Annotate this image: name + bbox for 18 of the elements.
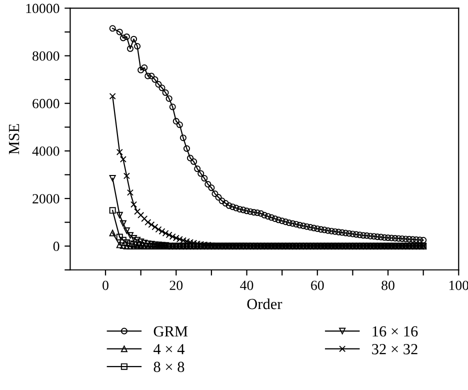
x-tick-label: 40 xyxy=(240,280,254,290)
y-tick-label: 4000 xyxy=(32,146,60,156)
x-tick-label: 0 xyxy=(102,280,108,290)
y-tick-label: 10000 xyxy=(26,4,60,14)
y-tick-label: 0 xyxy=(53,242,60,252)
y-tick-label: 2000 xyxy=(32,194,60,204)
y-tick-label: 8000 xyxy=(32,51,60,61)
legend-label: GRM xyxy=(154,326,188,337)
x-axis-title: Order xyxy=(247,298,282,310)
y-tick-label: 6000 xyxy=(32,98,60,108)
x-tick-label: 80 xyxy=(382,280,394,290)
legend-label: 4 × 4 xyxy=(154,344,185,354)
x-tick-label: 20 xyxy=(170,280,183,290)
legend-label: 8 × 8 xyxy=(154,362,184,372)
legend-label: 16 × 16 xyxy=(372,326,418,337)
legend-label: 32 × 32 xyxy=(372,344,418,354)
y-axis-title: MSE xyxy=(8,124,20,154)
x-tick-label: 60 xyxy=(311,280,324,290)
